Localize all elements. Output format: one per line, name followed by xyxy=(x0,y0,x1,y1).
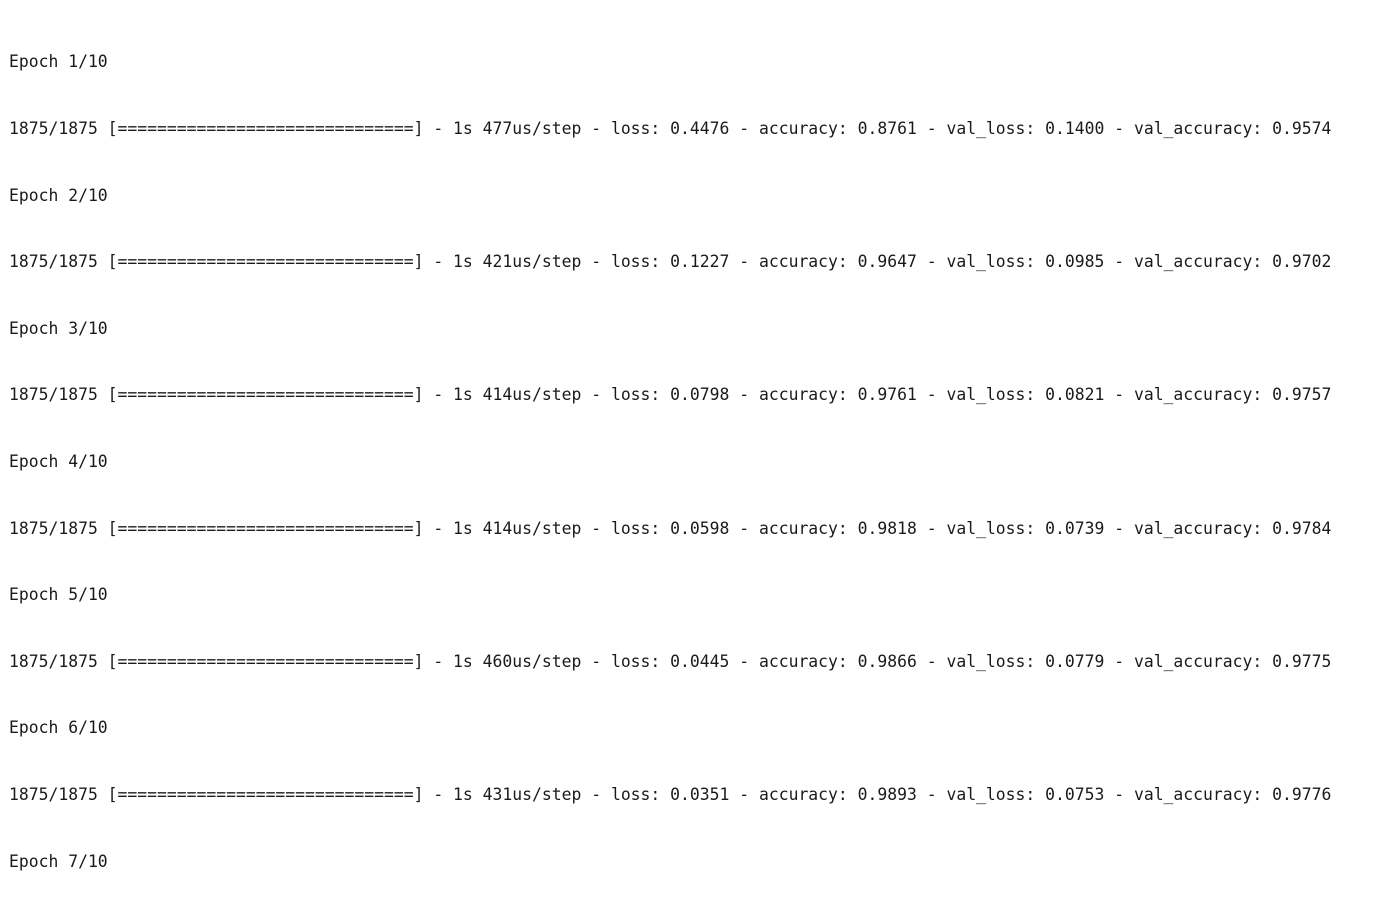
epoch-header: Epoch 1/10 xyxy=(9,52,108,72)
epoch-progress-line: 1875/1875 [=============================… xyxy=(9,518,1332,538)
epoch-progress-line: 1875/1875 [=============================… xyxy=(9,119,1332,138)
epoch-header: Epoch 3/10 xyxy=(9,318,108,338)
epoch-header: Epoch 2/10 xyxy=(9,185,108,205)
epoch-header: Epoch 7/10 xyxy=(9,851,108,871)
epoch-progress-line: 1875/1875 [=============================… xyxy=(9,385,1332,405)
epoch-header: Epoch 6/10 xyxy=(9,718,108,738)
epoch-header: Epoch 4/10 xyxy=(9,451,108,471)
epoch-header: Epoch 5/10 xyxy=(9,585,108,605)
epoch-progress-line: 1875/1875 [=============================… xyxy=(9,651,1332,671)
epoch-progress-line: 1875/1875 [=============================… xyxy=(9,252,1332,272)
epoch-progress-line: 1875/1875 [=============================… xyxy=(9,917,1385,920)
training-log-output: Epoch 1/10 1875/1875 [==================… xyxy=(9,7,1385,920)
epoch-progress-line: 1875/1875 [=============================… xyxy=(9,784,1332,804)
